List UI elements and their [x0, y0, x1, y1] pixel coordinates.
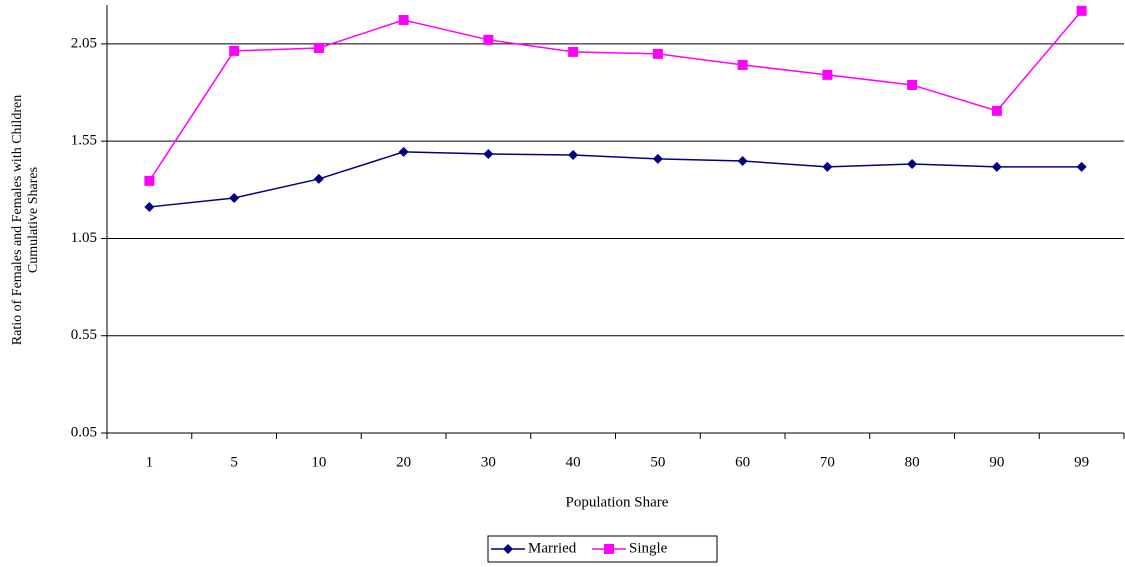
data-point — [822, 69, 833, 80]
x-tick-label: 60 — [735, 454, 750, 470]
y-axis-label: Ratio of Females and Females with Childr… — [10, 95, 25, 345]
data-point — [991, 105, 1002, 116]
data-point — [568, 46, 579, 57]
x-tick-label: 1 — [146, 454, 154, 470]
data-point — [907, 79, 918, 90]
data-point — [144, 201, 155, 212]
data-point — [907, 158, 918, 169]
data-point — [483, 149, 494, 160]
data-point — [568, 149, 579, 160]
data-point — [483, 34, 494, 45]
x-tick-label: 90 — [989, 454, 1004, 470]
x-tick-label: 30 — [481, 454, 496, 470]
x-tick-label: 5 — [230, 454, 238, 470]
x-tick-label: 80 — [905, 454, 920, 470]
data-point — [229, 192, 240, 203]
data-point — [737, 59, 748, 70]
data-point — [991, 161, 1002, 172]
data-point — [313, 173, 324, 184]
x-tick-label: 20 — [396, 454, 411, 470]
legend-label: Single — [629, 540, 668, 556]
y-tick-label: 2.05 — [71, 35, 97, 51]
data-point — [1076, 5, 1087, 16]
data-point — [822, 161, 833, 172]
data-point — [398, 14, 409, 25]
x-tick-label: 70 — [820, 454, 835, 470]
data-point — [652, 153, 663, 164]
legend-marker — [604, 544, 614, 554]
data-point — [144, 175, 155, 186]
legend-label: Married — [528, 540, 577, 556]
data-point — [652, 48, 663, 59]
y-tick-label: 0.55 — [71, 327, 97, 343]
y-axis-label: Cumulative Shares — [26, 167, 41, 273]
legend-marker — [503, 544, 513, 554]
data-point — [1076, 161, 1087, 172]
x-tick-label: 10 — [311, 454, 326, 470]
data-point — [398, 146, 409, 157]
y-tick-label: 0.05 — [71, 424, 97, 440]
data-point — [229, 45, 240, 56]
series-line — [149, 151, 1082, 208]
x-tick-label: 50 — [650, 454, 665, 470]
data-point — [313, 42, 324, 53]
y-tick-label: 1.05 — [71, 230, 97, 246]
x-axis-label: Population Share — [566, 494, 669, 510]
series-line — [148, 10, 1083, 182]
x-tick-label: 40 — [566, 454, 581, 470]
x-tick-label: 99 — [1074, 454, 1089, 470]
data-point — [737, 156, 748, 167]
y-tick-label: 1.55 — [71, 133, 97, 149]
